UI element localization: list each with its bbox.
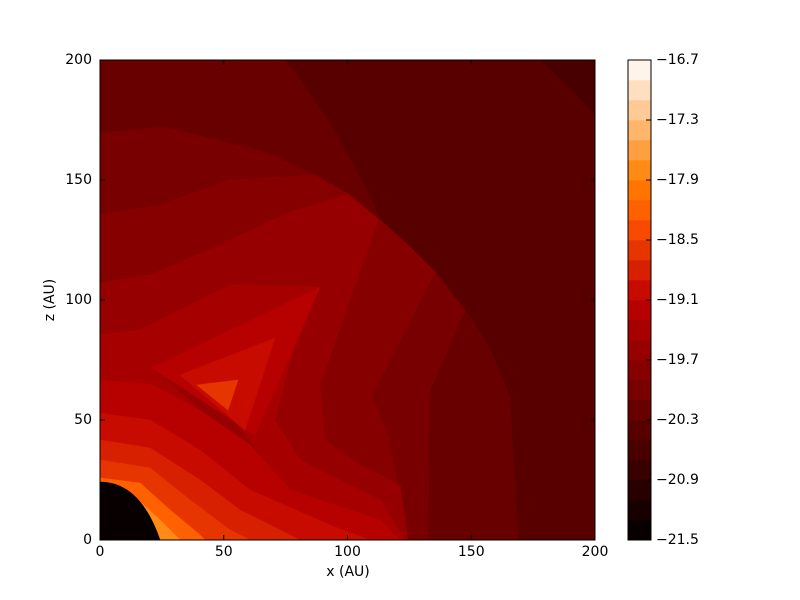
- colorbar-band: [628, 280, 651, 301]
- x-tick-label: 50: [215, 544, 233, 560]
- x-axis-label: x (AU): [326, 564, 369, 580]
- contour-regions: [99, 59, 596, 541]
- colorbar-band: [628, 180, 651, 201]
- contour-region: [196, 379, 239, 411]
- colorbar-band: [628, 520, 651, 541]
- colorbar-band: [628, 420, 651, 441]
- y-tick-label: 50: [74, 412, 92, 428]
- colorbar-band: [628, 340, 651, 361]
- colorbar-tick-label: −17.9: [656, 172, 699, 188]
- colorbar-tick-label: −19.1: [656, 292, 699, 308]
- colorbar-band: [628, 300, 651, 321]
- y-tick-label: 200: [65, 52, 92, 68]
- colorbar-band: [628, 360, 651, 381]
- y-tick-label: 100: [65, 292, 92, 308]
- colorbar-band: [628, 200, 651, 221]
- colorbar-band: [628, 380, 651, 401]
- colorbar-tick-label: −19.7: [656, 352, 699, 368]
- colorbar-tick-label: −20.3: [656, 412, 699, 428]
- colorbar-band: [628, 60, 651, 81]
- colorbar-band: [628, 260, 651, 281]
- colorbar-band: [628, 320, 651, 341]
- colorbar-band: [628, 160, 651, 181]
- colorbar-tick-label: −21.5: [656, 532, 699, 548]
- colorbar-band: [628, 140, 651, 161]
- colorbar-band: [628, 220, 651, 241]
- colorbar-tick-label: −17.3: [656, 112, 699, 128]
- x-tick-label: 200: [582, 544, 609, 560]
- y-axis-label: z (AU): [42, 279, 58, 322]
- colorbar-band: [628, 480, 651, 501]
- colorbar-tick-label: −18.5: [656, 232, 699, 248]
- colorbar-band: [628, 460, 651, 481]
- colorbar-band: [628, 240, 651, 261]
- x-tick-label: 100: [334, 544, 361, 560]
- x-tick-label: 150: [458, 544, 485, 560]
- colorbar-band: [628, 500, 651, 521]
- colorbar-band: [628, 120, 651, 141]
- y-tick-label: 0: [83, 532, 92, 548]
- y-tick-label: 150: [65, 172, 92, 188]
- colorbar-band: [628, 100, 651, 121]
- colorbar-band: [628, 400, 651, 421]
- colorbar-tick-label: −16.7: [656, 52, 699, 68]
- colorbar-band: [628, 80, 651, 101]
- colorbar-tick-label: −20.9: [656, 472, 699, 488]
- x-tick-label: 0: [96, 544, 105, 560]
- colorbar-band: [628, 440, 651, 461]
